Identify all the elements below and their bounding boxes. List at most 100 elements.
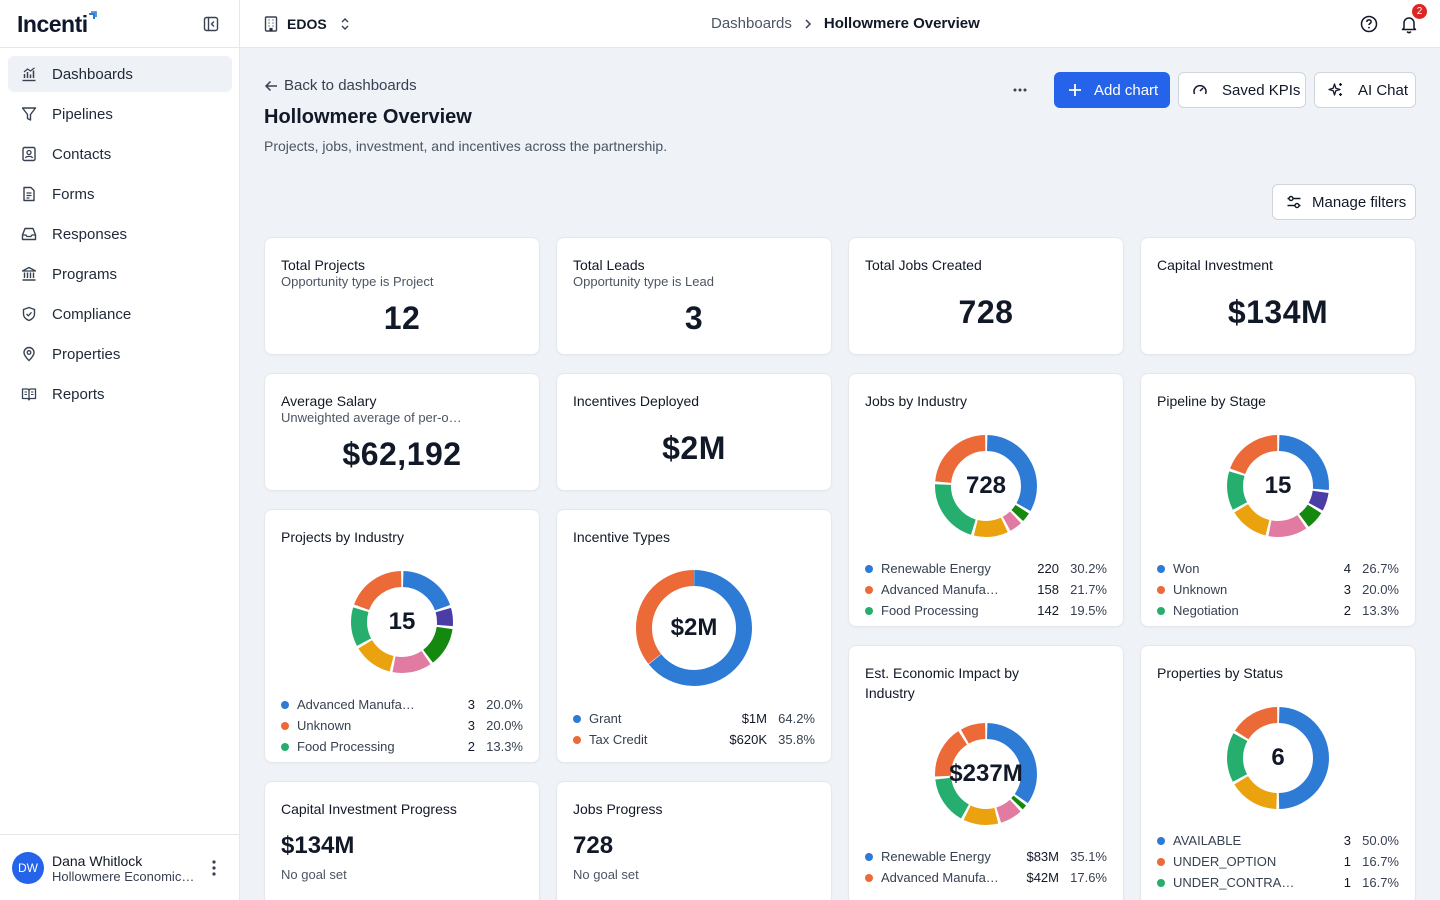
legend-value: $1M xyxy=(741,711,767,726)
chart-card-incentive-types[interactable]: Incentive Types $2M Grant $1M 64.2% Tax Cre… xyxy=(556,509,832,763)
kpi-card-capital-investment[interactable]: Capital Investment $134M xyxy=(1140,237,1416,355)
legend-value: $620K xyxy=(729,732,767,747)
avatar: DW xyxy=(12,852,44,884)
kpi-card-total-jobs[interactable]: Total Jobs Created 728 xyxy=(848,237,1124,355)
donut-slice-3[interactable] xyxy=(351,571,453,673)
donut-slice-available[interactable] xyxy=(1227,707,1329,809)
sidebar-item-programs[interactable]: Programs xyxy=(8,256,232,292)
sidebar-item-responses[interactable]: Responses xyxy=(8,216,232,252)
manage-filters-button[interactable]: Manage filters xyxy=(1272,184,1416,220)
progress-card-capital[interactable]: Capital Investment Progress $134M No goa… xyxy=(264,781,540,900)
breadcrumb-dashboards[interactable]: Dashboards xyxy=(711,15,792,32)
donut-chart: 6 xyxy=(1224,704,1332,812)
more-options-button[interactable] xyxy=(1008,80,1032,100)
chart-card-pipeline-by-stage[interactable]: Pipeline by Stage 15 Won 4 26.7% Unknown 3 20… xyxy=(1140,373,1416,627)
donut-slice-food-processing[interactable] xyxy=(935,435,1037,537)
chart-card-jobs-by-industry[interactable]: Jobs by Industry 728 Renewable Energy 220… xyxy=(848,373,1124,627)
legend-percent: 26.7% xyxy=(1362,561,1399,576)
org-name: EDOS xyxy=(287,16,327,32)
legend-swatch xyxy=(865,585,873,594)
donut-slice-advanced-manufacturing[interactable] xyxy=(935,723,1037,825)
back-to-dashboards-link[interactable]: Back to dashboards xyxy=(264,77,417,94)
donut-svg xyxy=(935,723,1037,825)
user-profile[interactable]: DW Dana Whitlock Hollowmere Economic Dev… xyxy=(0,834,240,900)
legend-swatch xyxy=(865,852,873,861)
chart-card-economic-impact[interactable]: Est. Economic Impact by Industry $237M R… xyxy=(848,645,1124,900)
legend-swatch xyxy=(573,735,581,744)
card-title: Total Leads xyxy=(573,257,645,273)
collapse-sidebar-button[interactable] xyxy=(201,14,221,34)
breadcrumb-current: Hollowmere Overview xyxy=(823,15,980,32)
sidebar-item-forms[interactable]: Forms xyxy=(8,176,232,212)
donut-slice-renewable-energy[interactable] xyxy=(935,435,1037,537)
ai-chat-button[interactable]: AI Chat xyxy=(1314,72,1416,108)
donut-slice-1[interactable] xyxy=(351,571,453,673)
legend-item[interactable]: Renewable Energy $83M 35.1% xyxy=(865,846,1107,867)
kpi-value: $134M xyxy=(1227,294,1329,330)
card-title: Capital Investment Progress xyxy=(281,801,457,817)
legend-value: 3 xyxy=(467,697,475,712)
kpi-card-incentives-deployed[interactable]: Incentives Deployed $2M xyxy=(556,373,832,491)
legend-label: Advanced Manufacturing xyxy=(881,870,1003,885)
kpi-card-total-projects[interactable]: Total Projects Opportunity type is Proje… xyxy=(264,237,540,355)
progress-card-jobs[interactable]: Jobs Progress 728 No goal set xyxy=(556,781,832,900)
legend-label: Food Processing xyxy=(297,739,395,754)
donut-slice-3[interactable] xyxy=(935,723,1037,825)
donut-slice-3[interactable] xyxy=(935,435,1037,537)
donut-slice-under-contract[interactable] xyxy=(1227,707,1329,809)
legend-item[interactable]: UNDER_CONTRACT 1 16.7% xyxy=(1157,872,1399,893)
legend-item[interactable]: Unknown 3 20.0% xyxy=(281,715,523,736)
user-menu-button[interactable] xyxy=(206,859,222,877)
legend-item[interactable]: Advanced Manufacturing 3 20.0% xyxy=(281,694,523,715)
add-chart-button[interactable]: Add chart xyxy=(1054,72,1170,108)
legend-item[interactable]: Grant $1M 64.2% xyxy=(573,708,815,729)
kpi-value: 728 xyxy=(958,294,1014,330)
legend-item[interactable]: Renewable Energy 220 30.2% xyxy=(865,558,1107,579)
card-title: Total Projects xyxy=(281,257,366,273)
chart-card-properties-by-status[interactable]: Properties by Status 6 AVAILABLE 3 50.0% UN… xyxy=(1140,645,1416,900)
help-button[interactable] xyxy=(1359,14,1379,34)
org-switcher[interactable]: EDOS xyxy=(264,12,351,36)
donut-slice-tax-credit[interactable] xyxy=(636,570,752,686)
donut-slice-food-processing[interactable] xyxy=(351,571,453,673)
legend-item[interactable]: AVAILABLE 3 50.0% xyxy=(1157,830,1399,851)
app-logo[interactable]: Incenti xyxy=(17,10,97,38)
kpi-card-average-salary[interactable]: Average Salary Unweighted average of per… xyxy=(264,373,540,491)
donut-slice-renewable-energy[interactable] xyxy=(935,723,1037,825)
donut-slice-negotiation[interactable] xyxy=(1227,435,1329,537)
sidebar-item-dashboards[interactable]: Dashboards xyxy=(8,56,232,92)
legend-item[interactable]: Advanced Manufacturing $42M 17.6% xyxy=(865,867,1107,888)
legend-item[interactable]: Food Processing 2 13.3% xyxy=(281,736,523,757)
donut-slice-3[interactable] xyxy=(1227,435,1329,537)
donut-svg xyxy=(935,435,1037,537)
sidebar-item-reports[interactable]: Reports xyxy=(8,376,232,412)
more-vertical-icon xyxy=(212,860,216,876)
saved-kpis-button[interactable]: Saved KPIs xyxy=(1178,72,1306,108)
chart-card-projects-by-industry[interactable]: Projects by Industry 15 Advanced Manufac… xyxy=(264,509,540,763)
kpi-card-total-leads[interactable]: Total Leads Opportunity type is Lead 3 xyxy=(556,237,832,355)
legend-item[interactable]: Negotiation 2 13.3% xyxy=(1157,600,1399,621)
notifications-button[interactable] xyxy=(1399,14,1419,34)
card-title: Jobs Progress xyxy=(573,801,663,817)
legend-item[interactable]: Unknown 3 20.0% xyxy=(1157,579,1399,600)
legend-swatch xyxy=(1157,857,1165,866)
sidebar-item-properties[interactable]: Properties xyxy=(8,336,232,372)
sidebar-item-compliance[interactable]: Compliance xyxy=(8,296,232,332)
donut-slice-grant[interactable] xyxy=(636,570,752,686)
breadcrumb: Dashboards Hollowmere Overview xyxy=(711,15,980,32)
legend-item[interactable]: Tax Credit $620K 35.8% xyxy=(573,729,815,750)
legend-percent: 13.3% xyxy=(486,739,523,754)
legend-item[interactable]: Won 4 26.7% xyxy=(1157,558,1399,579)
legend-label: Advanced Manufacturing xyxy=(297,697,419,712)
sidebar-item-pipelines[interactable]: Pipelines xyxy=(8,96,232,132)
legend-item[interactable]: Advanced Manufacturing 158 21.7% xyxy=(865,579,1107,600)
inbox-icon xyxy=(21,226,37,242)
user-name: Dana Whitlock xyxy=(52,853,143,869)
legend-item[interactable]: UNDER_OPTION 1 16.7% xyxy=(1157,851,1399,872)
sidebar-item-label: Pipelines xyxy=(52,105,113,123)
donut-slice-won[interactable] xyxy=(1227,435,1329,537)
chart-legend: Renewable Energy $83M 35.1% Advanced Manufa… xyxy=(865,846,1107,888)
legend-item[interactable]: Food Processing 142 19.5% xyxy=(865,600,1107,621)
legend-value: 3 xyxy=(467,718,475,733)
sidebar-item-contacts[interactable]: Contacts xyxy=(8,136,232,172)
